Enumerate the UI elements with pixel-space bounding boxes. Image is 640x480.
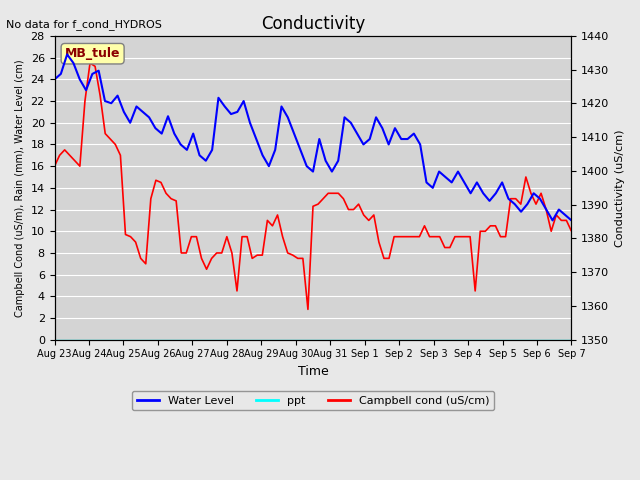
Legend: Water Level, ppt, Campbell cond (uS/cm): Water Level, ppt, Campbell cond (uS/cm) [132, 391, 494, 410]
Title: Conductivity: Conductivity [261, 15, 365, 33]
Y-axis label: Conductivity (uS/cm): Conductivity (uS/cm) [615, 129, 625, 247]
X-axis label: Time: Time [298, 365, 328, 378]
Text: MB_tule: MB_tule [65, 47, 120, 60]
Text: No data for f_cond_HYDROS: No data for f_cond_HYDROS [6, 19, 163, 30]
Y-axis label: Campbell Cond (uS/m), Rain (mm), Water Level (cm): Campbell Cond (uS/m), Rain (mm), Water L… [15, 59, 25, 317]
